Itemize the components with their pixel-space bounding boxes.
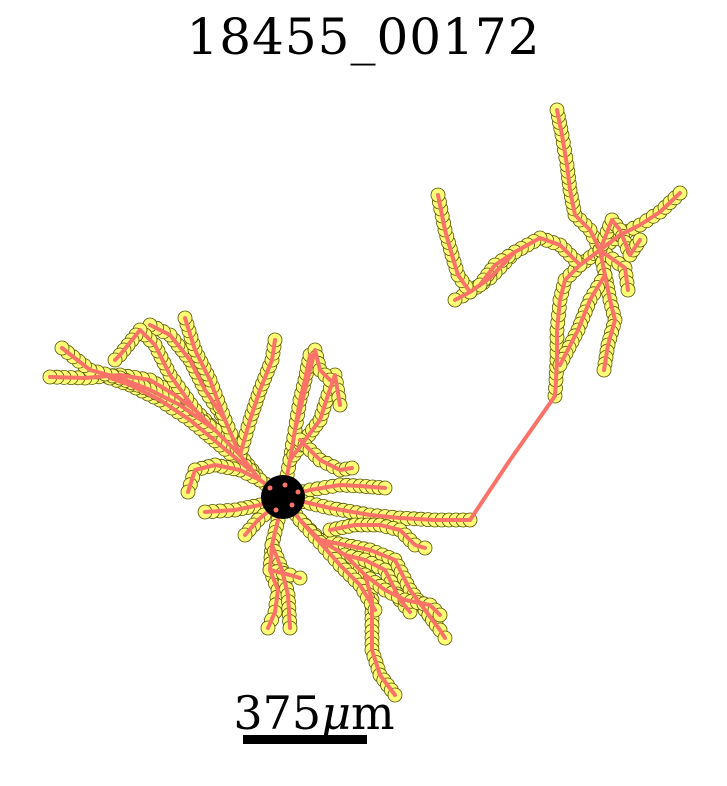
dendrite-branch-overlay xyxy=(268,568,302,580)
soma-detail xyxy=(295,489,301,495)
dendrite-branch-overlay xyxy=(183,316,227,422)
soma-detail xyxy=(267,485,273,491)
dendrite-branch xyxy=(468,248,602,522)
scale-bar xyxy=(243,735,367,744)
dendrite-branch-overlay xyxy=(478,250,517,287)
dendrite-branch-overlay xyxy=(298,438,354,472)
dendrite-branch-overlay xyxy=(598,248,617,372)
dendrite-branch-overlay xyxy=(363,573,442,617)
dendrite-branch-overlay xyxy=(60,346,217,432)
dendrite-branch-overlay xyxy=(343,553,412,614)
dendrite-branch-overlay xyxy=(186,463,262,494)
dendrite-branch-overlay xyxy=(270,543,292,630)
dendrite-branch-overlay xyxy=(328,523,427,550)
dendrite-branch-overlay xyxy=(555,108,602,252)
soma-detail xyxy=(289,502,295,508)
dendrite-branch-overlay xyxy=(468,248,602,522)
dendrite-branch-overlay xyxy=(598,218,642,257)
node-markers xyxy=(42,102,688,703)
dendrite-branch-overlay xyxy=(281,495,472,522)
dendrite-branch-overlay xyxy=(598,248,630,292)
soma-detail xyxy=(273,507,279,513)
dendrite-branch-overlay xyxy=(108,376,252,472)
dendrite-branch-overlay xyxy=(238,338,277,457)
dendrite-branch-overlay xyxy=(243,508,272,537)
dendrite-branch-overlay xyxy=(436,193,472,294)
neuron-id-title: 18455_00172 xyxy=(186,8,541,66)
scale-unit-m: m xyxy=(351,686,395,740)
dendrite-branch-overlay xyxy=(113,328,197,412)
soma-detail xyxy=(282,482,288,488)
scale-value: 375 xyxy=(233,686,322,740)
soma xyxy=(261,475,305,519)
scale-bar-label: 375μm xyxy=(214,686,414,740)
dendrite-branch-overlay xyxy=(48,373,285,499)
dendrite-branch-overlay xyxy=(293,348,332,432)
dendrite-branch-overlay xyxy=(558,273,607,367)
dendrite-branch-overlay xyxy=(148,323,242,457)
dendrite-branch-overlay xyxy=(298,518,377,612)
dendrite-branch-overlay xyxy=(318,538,447,640)
scale-unit-mu: μ xyxy=(321,686,352,740)
dendrite-branch-overlay xyxy=(598,191,682,252)
